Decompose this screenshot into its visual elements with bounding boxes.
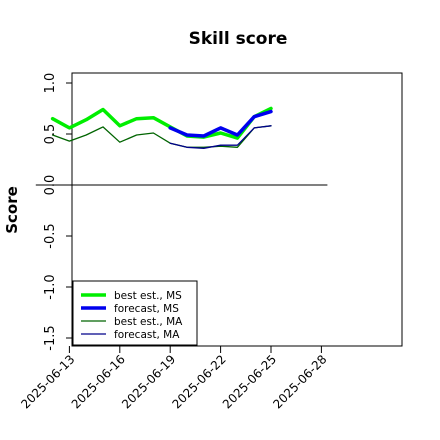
y-axis-label: Score [3, 186, 21, 234]
x-axis: 2025-06-132025-06-162025-06-192025-06-22… [18, 346, 330, 411]
series-line-1 [50, 106, 273, 140]
series-line-4 [169, 125, 272, 149]
y-tick-label: 0.5 [43, 124, 58, 145]
y-tick-label: -1.0 [43, 274, 58, 299]
series-group [50, 106, 273, 149]
plot-frame [71, 72, 403, 347]
legend-label: best est., MS [114, 290, 182, 302]
y-tick-label: 1.0 [43, 73, 58, 94]
legend-box [72, 280, 198, 346]
y-tick-label: 0.0 [43, 175, 58, 196]
chart-title: Skill score [189, 29, 288, 49]
legend-label: forecast, MS [114, 303, 179, 315]
y-axis: -1.5 -1.0 -0.5 0.0 0.5 1.0 [43, 73, 72, 351]
series-line-3 [51, 125, 272, 148]
legend-label: best est., MA [114, 316, 183, 328]
series-line-2 [168, 109, 273, 138]
x-tick-label: 2025-06-28 [270, 352, 329, 411]
y-tick-label: -1.5 [43, 325, 58, 350]
legend-label: forecast, MA [114, 329, 180, 341]
y-tick-label: -0.5 [43, 223, 58, 248]
